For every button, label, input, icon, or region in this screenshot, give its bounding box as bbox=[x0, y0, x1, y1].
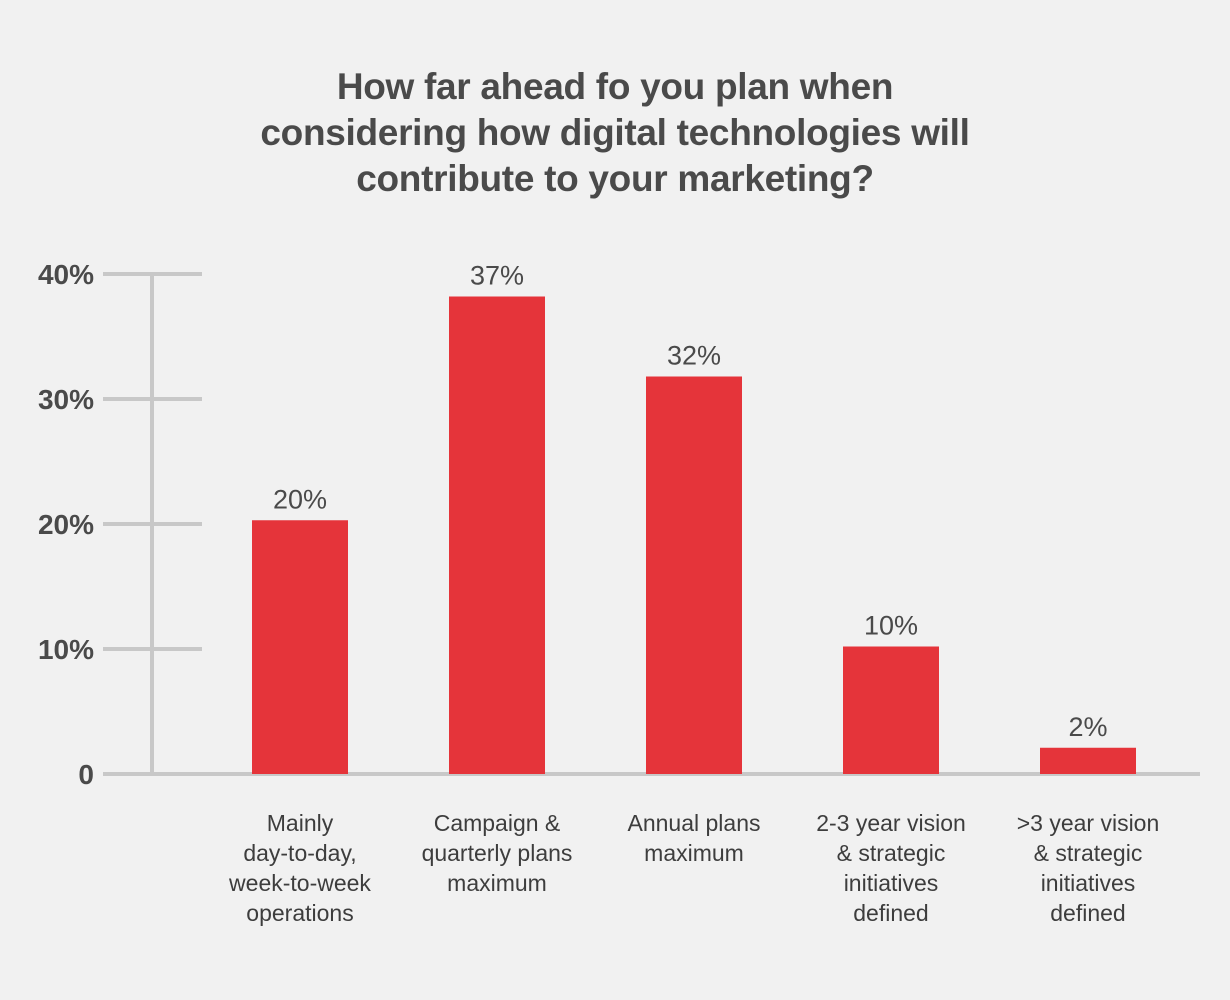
bar-value-label: 2% bbox=[1068, 712, 1107, 742]
category-label-line: maximum bbox=[447, 870, 547, 896]
category-label: >3 year vision & strategic initiatives defi… bbox=[993, 808, 1183, 928]
y-tick-label: 20% bbox=[38, 509, 94, 540]
category-label-line: defined bbox=[853, 900, 929, 926]
category-label-line: & strategic bbox=[1033, 840, 1143, 866]
chart-title-line-2: considering how digital technologies wil… bbox=[260, 112, 970, 153]
bar bbox=[646, 376, 742, 774]
y-tick-label: 10% bbox=[38, 634, 94, 665]
y-tick-label: 0 bbox=[78, 759, 94, 790]
category-label: Mainly day-to-day, week-to-week operations bbox=[205, 808, 395, 928]
bar bbox=[449, 296, 545, 774]
chart-title-line-3: contribute to your marketing? bbox=[356, 158, 874, 199]
bar bbox=[843, 646, 939, 774]
bar-value-label: 10% bbox=[864, 611, 918, 641]
category-label-line: day-to-day, bbox=[243, 840, 357, 866]
category-label-line: quarterly plans bbox=[421, 840, 573, 866]
bar bbox=[1040, 747, 1136, 774]
bar-value-label: 20% bbox=[273, 484, 327, 514]
category-label-line: week-to-week bbox=[229, 870, 371, 896]
category-label-line: Campaign & bbox=[433, 810, 561, 836]
category-label: Annual plans maximum bbox=[599, 808, 789, 868]
chart-title-line-1: How far ahead fo you plan when bbox=[336, 66, 894, 107]
bar-value-label: 32% bbox=[667, 341, 721, 371]
category-label-line: maximum bbox=[644, 840, 744, 866]
bar bbox=[252, 520, 348, 774]
category-label-line: initiatives bbox=[1040, 870, 1136, 896]
category-label: Campaign & quarterly plans maximum bbox=[402, 808, 592, 898]
y-tick-label: 40% bbox=[38, 259, 94, 290]
category-label-line: 2-3 year vision bbox=[816, 810, 966, 836]
category-label-line: operations bbox=[246, 900, 354, 926]
category-label-line: initiatives bbox=[843, 870, 939, 896]
bar-value-label: 37% bbox=[470, 261, 524, 291]
chart-title: How far ahead fo you plan when consideri… bbox=[165, 64, 1065, 202]
category-label: 2-3 year vision & strategic initiatives def… bbox=[796, 808, 986, 928]
category-label-line: Annual plans bbox=[627, 810, 761, 836]
category-label-line: Mainly bbox=[266, 810, 334, 836]
y-tick-label: 30% bbox=[38, 384, 94, 415]
category-label-line: & strategic bbox=[836, 840, 946, 866]
category-label-line: >3 year vision bbox=[1016, 810, 1160, 836]
category-label-line: defined bbox=[1050, 900, 1126, 926]
